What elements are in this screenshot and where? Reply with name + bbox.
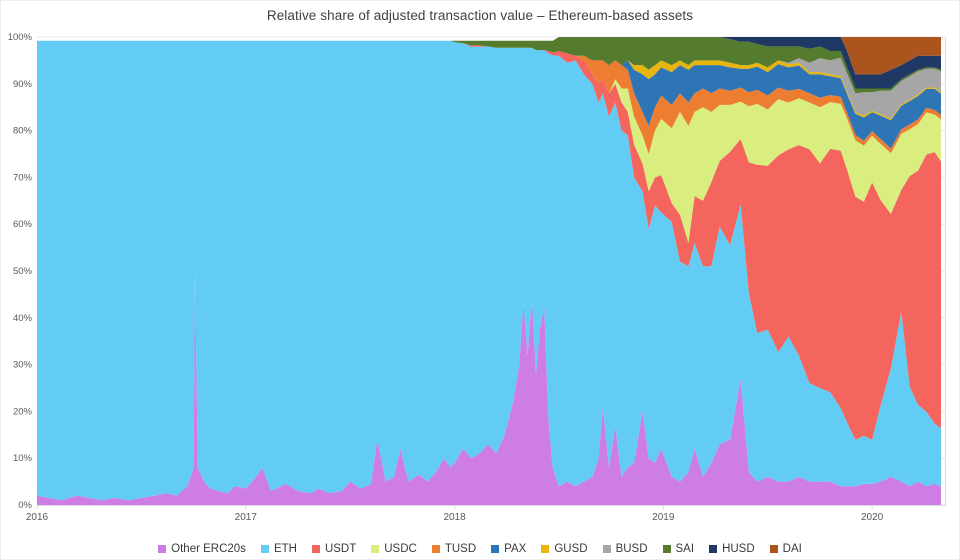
- y-tick-label: 10%: [13, 453, 33, 464]
- x-tick-label: 2016: [26, 512, 49, 523]
- legend-label-husd: HUSD: [722, 543, 755, 555]
- area-gusd: [37, 40, 941, 121]
- legend-swatch-gusd: [541, 545, 550, 553]
- legend-swatch-usdt: [311, 545, 320, 553]
- y-tick-label: 90%: [13, 79, 33, 90]
- legend-swatch-eth: [260, 545, 269, 553]
- chart-legend: Other ERC20s ETH USDT USDC TUSD PAX GUSD BUSD SA…: [0, 543, 960, 555]
- legend-label-busd: BUSD: [615, 543, 648, 555]
- legend-item-usdt: USDT: [311, 543, 357, 555]
- legend-label-pax: PAX: [504, 543, 527, 555]
- y-tick-label: 80%: [13, 126, 33, 137]
- legend-label-gusd: GUSD: [554, 543, 588, 555]
- area-eth: [37, 40, 941, 501]
- legend-swatch-usdc: [371, 545, 380, 553]
- legend-item-eth: ETH: [260, 543, 297, 555]
- legend-item-sai: SAI: [662, 543, 695, 555]
- x-tick-label: 2017: [235, 512, 258, 523]
- legend-label-usdc: USDC: [384, 543, 417, 555]
- legend-swatch-sai: [662, 545, 671, 553]
- legend-item-pax: PAX: [491, 543, 526, 555]
- area-pax: [37, 40, 941, 149]
- area-usdc: [37, 40, 941, 243]
- legend-item-tusd: TUSD: [431, 543, 477, 555]
- legend-swatch-busd: [602, 545, 611, 553]
- y-tick-label: 20%: [13, 406, 33, 417]
- legend-swatch-tusd: [431, 545, 440, 553]
- legend-item-dai: DAI: [769, 543, 802, 555]
- area-dai: [37, 37, 941, 75]
- area-usdt: [37, 40, 941, 440]
- legend-swatch-pax: [491, 545, 500, 553]
- y-tick-label: 70%: [13, 172, 33, 183]
- legend-label-eth: ETH: [273, 543, 297, 555]
- legend-item-other: Other ERC20s: [158, 543, 246, 555]
- chart-title: Relative share of adjusted transaction v…: [266, 8, 694, 23]
- legend-label-other: Other ERC20s: [171, 543, 246, 555]
- area-sai: [37, 37, 941, 94]
- legend-label-tusd: TUSD: [444, 543, 477, 555]
- x-tick-label: 2018: [443, 512, 466, 523]
- area-tusd: [37, 40, 941, 155]
- y-tick-label: 40%: [13, 313, 33, 324]
- legend-item-husd: HUSD: [709, 543, 755, 555]
- y-tick-label: 30%: [13, 360, 33, 371]
- y-tick-label: 50%: [13, 266, 33, 277]
- legend-label-usdt: USDT: [324, 543, 357, 555]
- legend-swatch-dai: [769, 545, 778, 553]
- legend-item-busd: BUSD: [602, 543, 648, 555]
- y-tick-label: 0%: [18, 500, 32, 511]
- legend-label-dai: DAI: [782, 543, 802, 555]
- legend-item-gusd: GUSD: [541, 543, 588, 555]
- legend-swatch-other: [158, 545, 167, 553]
- area-other: [37, 271, 941, 505]
- y-tick-label: 100%: [8, 32, 33, 43]
- x-tick-label: 2019: [652, 512, 675, 523]
- legend-label-sai: SAI: [675, 543, 695, 555]
- x-tick-label: 2020: [861, 512, 884, 523]
- legend-swatch-husd: [709, 545, 718, 553]
- legend-item-usdc: USDC: [371, 543, 417, 555]
- y-tick-label: 60%: [13, 219, 33, 230]
